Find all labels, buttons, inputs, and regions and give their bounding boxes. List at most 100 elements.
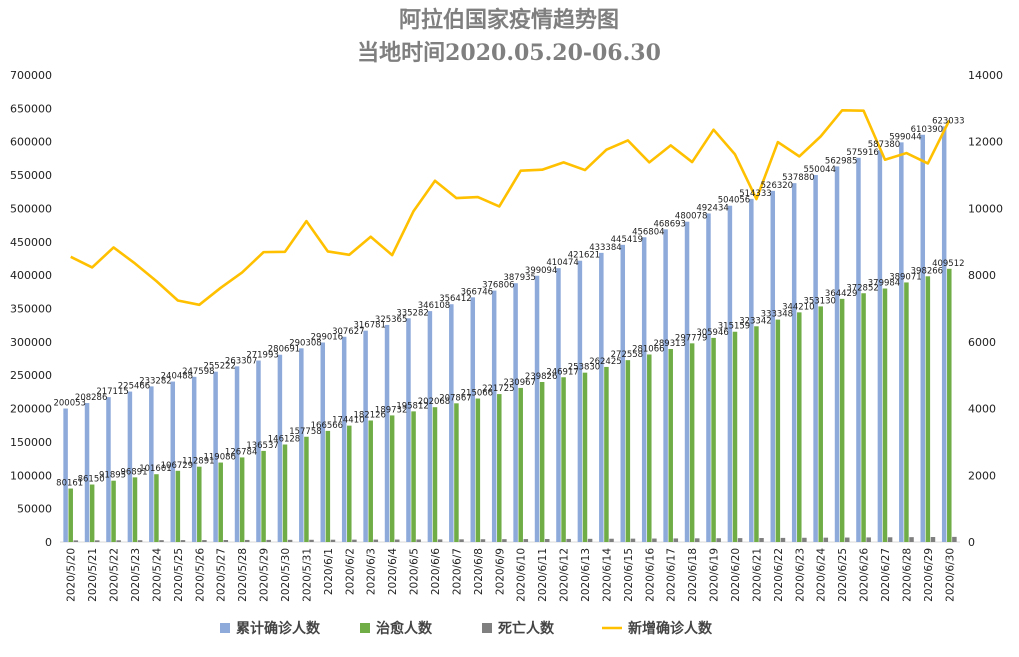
confirmed-data-label: 225466 xyxy=(118,382,150,392)
confirmed-data-label: 537880 xyxy=(782,173,814,183)
x-axis-tick-label: 2020/6/19 xyxy=(709,548,721,602)
bar-confirmed xyxy=(491,290,497,542)
bar-confirmed xyxy=(770,190,776,542)
bar-confirmed xyxy=(363,330,368,542)
confirmed-data-label: 623033 xyxy=(932,116,964,126)
chart-title-line1: 阿拉伯国家疫情趋势图 xyxy=(399,7,619,33)
bar-recovered xyxy=(625,360,631,542)
confirmed-data-label: 562985 xyxy=(825,156,857,166)
bar-deaths xyxy=(737,538,743,542)
bar-recovered xyxy=(89,484,95,542)
confirmed-data-label: 456804 xyxy=(632,227,664,237)
x-axis-tick-label: 2020/6/25 xyxy=(837,548,849,602)
recovered-data-label: 323342 xyxy=(739,316,771,326)
recovered-data-label: 281066 xyxy=(632,344,664,354)
recovered-data-label: 389071 xyxy=(889,272,921,282)
recovered-data-label: 409512 xyxy=(932,259,964,269)
bar-confirmed xyxy=(63,408,68,542)
bar-recovered xyxy=(754,326,759,542)
x-axis-tick-label: 2020/5/23 xyxy=(130,548,142,602)
confirmed-data-label: 492434 xyxy=(696,203,728,213)
confirmed-data-label: 399094 xyxy=(525,266,557,276)
bar-confirmed xyxy=(256,360,261,542)
bar-confirmed xyxy=(663,229,668,542)
bar-confirmed xyxy=(620,244,626,542)
x-axis-tick-label: 2020/6/27 xyxy=(880,548,892,602)
bar-confirmed xyxy=(106,397,111,542)
recovered-data-label: 364429 xyxy=(825,289,857,299)
recovered-data-label: 289313 xyxy=(653,339,685,349)
bar-recovered xyxy=(239,457,245,542)
confirmed-data-label: 480078 xyxy=(675,212,707,222)
x-axis-tick-label: 2020/6/30 xyxy=(944,548,956,602)
confirmed-data-label: 280691 xyxy=(268,345,300,355)
bar-confirmed xyxy=(341,336,347,542)
x-axis-tick-label: 2020/6/24 xyxy=(816,548,828,602)
legend: 累计确诊人数 治愈人数 死亡人数 新增确诊人数 xyxy=(220,620,713,637)
x-axis-tick-label: 2020/6/29 xyxy=(923,548,935,602)
bar-recovered xyxy=(497,394,502,542)
bar-recovered xyxy=(261,450,266,542)
bar-recovered xyxy=(904,282,909,542)
x-axis-tick-label: 2020/6/5 xyxy=(409,548,421,595)
left-axis-tick-label: 250000 xyxy=(10,369,52,382)
confirmed-data-label: 504056 xyxy=(718,196,750,206)
recovered-data-label: 344210 xyxy=(782,302,814,312)
bar-deaths xyxy=(116,540,121,542)
confirmed-data-label: 599044 xyxy=(889,132,921,142)
confirmed-data-label: 445419 xyxy=(611,235,643,245)
confirmed-data-label: 233282 xyxy=(139,376,171,386)
confirmed-data-label: 255222 xyxy=(203,362,235,372)
bar-deaths xyxy=(309,539,314,542)
confirmed-data-label: 550044 xyxy=(803,165,835,175)
confirmed-data-label: 217115 xyxy=(96,387,128,397)
recovered-data-label: 207867 xyxy=(439,393,471,403)
bar-confirmed xyxy=(513,283,518,542)
confirmed-data-label: 208286 xyxy=(75,393,107,403)
right-axis-tick-label: 4000 xyxy=(968,403,996,416)
confirmed-data-label: 299016 xyxy=(311,333,343,343)
bar-recovered xyxy=(882,288,888,542)
confirmed-data-label: 587380 xyxy=(868,140,900,150)
bar-deaths xyxy=(287,539,293,542)
recovered-data-label: 246917 xyxy=(546,367,578,377)
x-axis-tick-label: 2020/6/26 xyxy=(859,548,871,602)
confirmed-data-label: 307627 xyxy=(332,327,364,337)
bar-recovered xyxy=(347,425,352,542)
recovered-data-label: 166566 xyxy=(311,421,343,431)
bar-confirmed xyxy=(213,371,218,542)
bar-recovered xyxy=(368,420,373,542)
bar-confirmed xyxy=(534,275,540,542)
confirmed-data-label: 526320 xyxy=(761,181,793,191)
recovered-data-label: 372852 xyxy=(846,283,878,293)
legend-label: 累计确诊人数 xyxy=(236,620,321,637)
recovered-data-label: 272558 xyxy=(611,350,643,360)
bar-deaths xyxy=(716,538,721,542)
bar-recovered xyxy=(925,276,931,542)
bar-recovered xyxy=(154,474,159,542)
bar-recovered xyxy=(861,293,866,542)
x-axis-tick-label: 2020/5/31 xyxy=(301,548,313,602)
bar-deaths xyxy=(823,537,829,542)
bar-recovered xyxy=(689,343,695,542)
bar-recovered xyxy=(282,444,288,542)
data-labels-group: 2000532082862171152254662332822404882475… xyxy=(53,116,964,488)
confirmed-data-label: 376806 xyxy=(482,281,514,291)
bar-deaths xyxy=(244,539,250,542)
bar-deaths xyxy=(630,538,636,542)
bar-deaths xyxy=(523,539,529,542)
bar-confirmed xyxy=(577,260,583,542)
x-axis-tick-label: 2020/6/14 xyxy=(601,548,613,602)
bar-confirmed xyxy=(84,403,90,542)
bar-confirmed xyxy=(384,324,390,542)
bar-series-group xyxy=(63,126,957,543)
right-axis-tick-label: 10000 xyxy=(968,202,1003,215)
bar-recovered xyxy=(947,268,952,542)
bar-deaths xyxy=(202,540,207,542)
recovered-data-label: 119086 xyxy=(203,453,235,463)
bar-recovered xyxy=(197,466,202,542)
bar-deaths xyxy=(802,537,807,542)
x-axis-tick-label: 2020/6/11 xyxy=(537,548,549,602)
recovered-data-label: 91895 xyxy=(99,471,126,481)
